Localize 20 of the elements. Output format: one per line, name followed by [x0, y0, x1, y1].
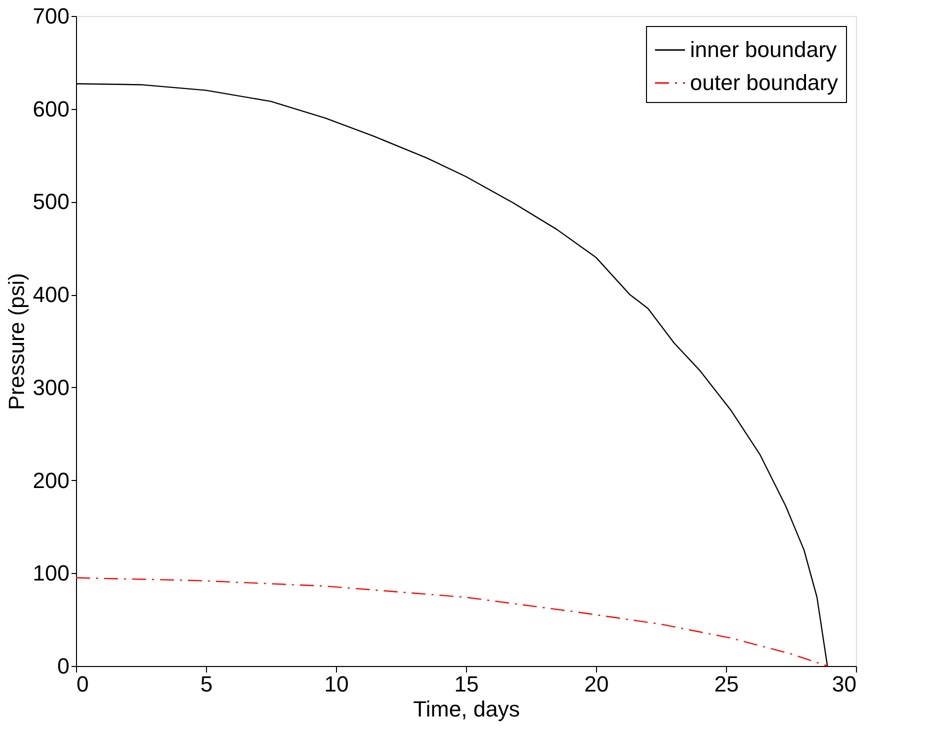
- y-axis-title: Pressure (psi): [4, 273, 29, 410]
- legend-label: outer boundary: [690, 70, 838, 95]
- y-tick-label: 400: [32, 282, 70, 308]
- y-tick-label: 500: [32, 189, 70, 214]
- x-tick-label: 25: [714, 672, 739, 696]
- legend-label: inner boundary: [690, 37, 837, 62]
- y-tick-label: 700: [32, 4, 70, 28]
- y-tick-label: 200: [32, 468, 70, 493]
- x-tick-label: 15: [454, 672, 479, 696]
- line-series: [75, 577, 828, 667]
- x-tick-label: 5: [200, 672, 213, 696]
- y-tick-label: 300: [32, 374, 70, 400]
- x-tick-label: 0: [76, 672, 89, 696]
- y-tick-label: 0: [57, 654, 70, 678]
- x-tick-label: 20: [584, 672, 609, 696]
- x-tick-label: 10: [324, 672, 349, 696]
- y-tick-label: 600: [32, 96, 70, 122]
- x-axis-title: Time, days: [413, 696, 520, 722]
- x-tick-label: 30: [832, 672, 856, 696]
- y-tick-label: 100: [32, 560, 70, 586]
